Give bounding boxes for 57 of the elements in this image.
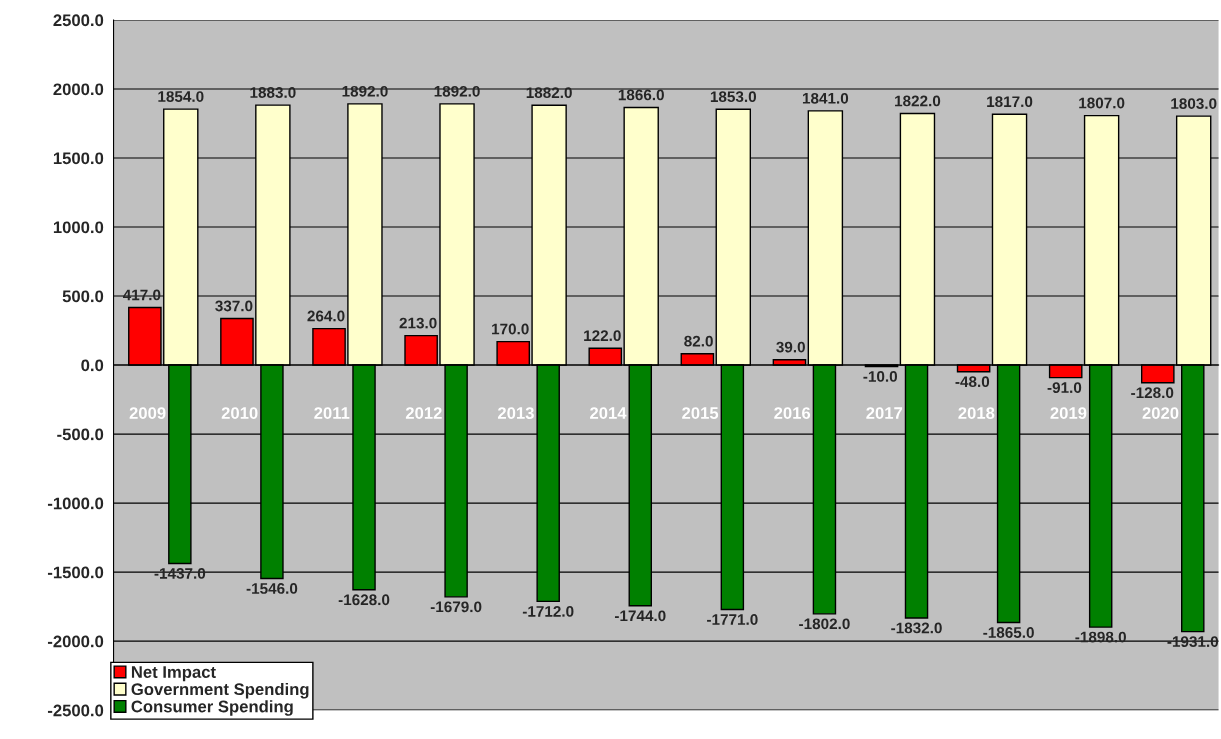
- data-label: -1546.0: [246, 583, 298, 594]
- data-label: -1712.0: [522, 605, 574, 617]
- y-tick-label: 0.0: [81, 359, 104, 372]
- data-label: 1882.0: [526, 87, 572, 99]
- x-tick-label: 2016: [774, 407, 811, 419]
- y-tick-label: -500.0: [57, 428, 104, 441]
- data-label: -1771.0: [707, 614, 758, 625]
- x-tick-label: 2009: [129, 407, 166, 419]
- x-tick-label: 2013: [497, 407, 534, 419]
- data-label: 39.0: [776, 341, 805, 353]
- x-tick-label: 2018: [958, 407, 995, 419]
- data-label: 1803.0: [1171, 98, 1217, 110]
- data-label: -1898.0: [1075, 631, 1126, 643]
- data-label: 1866.0: [618, 89, 664, 101]
- data-label: 1854.0: [158, 91, 204, 102]
- data-label: 264.0: [307, 310, 345, 322]
- data-label: -128.0: [1131, 387, 1174, 399]
- y-tick-label: 2000.0: [53, 83, 104, 96]
- data-label: 1841.0: [802, 92, 849, 104]
- x-tick-label: 2010: [221, 407, 258, 419]
- data-label: -1865.0: [983, 627, 1034, 638]
- y-tick-label: -2000.0: [47, 635, 104, 648]
- data-label: 1822.0: [895, 95, 941, 107]
- data-label: -1628.0: [338, 594, 390, 606]
- x-tick-label: 2017: [866, 407, 903, 419]
- y-tick-label: 500.0: [62, 290, 104, 303]
- data-label: 213.0: [399, 317, 437, 329]
- data-label: -10.0: [863, 371, 898, 382]
- x-tick-label: 2014: [590, 407, 627, 419]
- y-tick-label: 1000.0: [53, 221, 104, 234]
- data-label: 1853.0: [710, 91, 757, 103]
- data-label: 1817.0: [987, 96, 1033, 108]
- legend-label: Net Impact: [131, 666, 216, 682]
- y-tick-label: -1500.0: [47, 566, 104, 579]
- data-label: -48.0: [955, 376, 990, 388]
- data-label: -1832.0: [891, 622, 942, 634]
- y-tick-label: -1000.0: [47, 497, 104, 510]
- x-tick-label: 2019: [1050, 407, 1087, 419]
- data-label: 337.0: [215, 300, 253, 312]
- data-label: 82.0: [684, 335, 713, 347]
- data-label: -1679.0: [430, 601, 482, 613]
- data-label: 1883.0: [250, 87, 296, 98]
- y-tick-label: -2500.0: [47, 704, 104, 717]
- data-label: 122.0: [584, 330, 621, 342]
- legend-label: Consumer Spending: [131, 700, 293, 716]
- data-label: 1807.0: [1079, 97, 1125, 109]
- data-label: -91.0: [1047, 382, 1082, 394]
- data-label: 170.0: [492, 323, 529, 335]
- x-tick-label: 2020: [1142, 407, 1179, 419]
- y-tick-label: 1500.0: [53, 152, 104, 165]
- data-label: -1802.0: [799, 618, 850, 630]
- x-tick-label: 2012: [405, 407, 442, 419]
- x-tick-label: 2011: [314, 407, 350, 419]
- legend-label: Government Spending: [131, 682, 309, 699]
- y-tick-label: 2500.0: [53, 14, 104, 27]
- data-label: -1744.0: [614, 610, 666, 622]
- x-tick-label: 2015: [682, 407, 719, 419]
